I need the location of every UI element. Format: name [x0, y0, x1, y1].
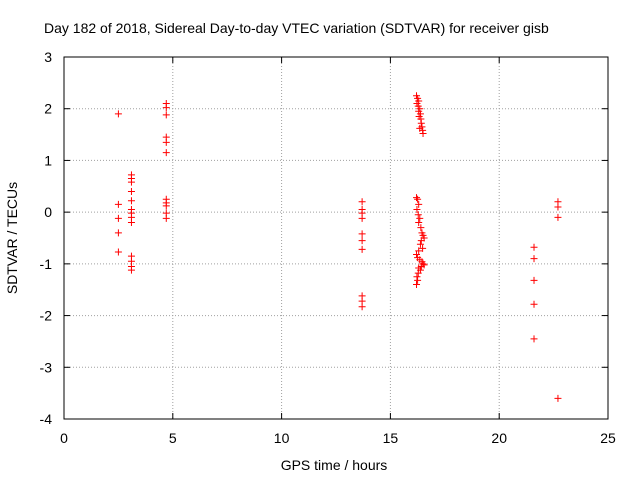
x-tick-label: 10 — [274, 430, 290, 446]
data-point — [114, 248, 122, 256]
x-tick-label: 15 — [383, 430, 399, 446]
data-point — [114, 200, 122, 208]
data-point — [114, 110, 122, 118]
y-tick-label: 3 — [44, 49, 52, 65]
data-point — [414, 195, 422, 203]
data-point — [162, 111, 170, 119]
data-point — [414, 269, 422, 277]
data-point — [358, 214, 366, 222]
y-tick-label: 2 — [44, 101, 52, 117]
y-tick-label: -1 — [40, 256, 53, 272]
data-point — [358, 237, 366, 245]
data-point — [419, 244, 427, 252]
data-point — [127, 197, 135, 205]
data-point — [127, 187, 135, 195]
x-tick-label: 20 — [491, 430, 507, 446]
data-point — [358, 230, 366, 238]
data-point — [415, 247, 423, 255]
x-tick-label: 5 — [169, 430, 177, 446]
data-point — [554, 213, 562, 221]
y-tick-label: -4 — [40, 411, 53, 427]
data-point — [530, 276, 538, 284]
x-axis-label: GPS time / hours — [281, 457, 388, 473]
data-point — [127, 218, 135, 226]
data-point — [114, 229, 122, 237]
data-point — [413, 206, 421, 214]
data-point — [530, 243, 538, 251]
data-point — [358, 303, 366, 311]
data-point — [417, 119, 425, 127]
data-point — [413, 281, 421, 289]
data-point — [114, 214, 122, 222]
y-tick-label: 0 — [44, 204, 52, 220]
data-point — [162, 202, 170, 210]
data-point — [162, 214, 170, 222]
y-tick-label: -3 — [40, 359, 53, 375]
y-axis-ticks: 3 2 1 0 -1 -2 -3 -4 — [40, 49, 608, 427]
data-point — [415, 200, 423, 208]
data-point — [414, 276, 422, 284]
data-point — [127, 266, 135, 274]
data-point — [419, 130, 427, 138]
data-point — [416, 124, 424, 132]
chart-title: Day 182 of 2018, Sidereal Day-to-day VTE… — [44, 20, 549, 36]
data-point — [358, 198, 366, 206]
data-point — [416, 214, 424, 222]
data-points — [114, 92, 562, 402]
data-point — [416, 240, 424, 248]
x-tick-label: 0 — [60, 430, 68, 446]
data-point — [413, 251, 421, 259]
data-point — [554, 394, 562, 402]
data-point — [530, 300, 538, 308]
data-point — [554, 203, 562, 211]
data-point — [162, 138, 170, 146]
y-tick-label: 1 — [44, 152, 52, 168]
data-point — [530, 335, 538, 343]
data-point — [530, 255, 538, 263]
data-point — [415, 218, 423, 226]
data-point — [162, 104, 170, 112]
grid-lines — [64, 57, 608, 419]
data-point — [417, 237, 425, 245]
data-point — [413, 273, 421, 281]
data-point — [414, 211, 422, 219]
plot-frame — [63, 56, 609, 420]
data-point — [358, 245, 366, 253]
data-point — [162, 149, 170, 157]
data-point — [413, 194, 421, 202]
y-axis-label: SDTVAR / TECUs — [4, 182, 20, 294]
data-point — [417, 224, 425, 232]
x-axis-ticks: 0 5 10 15 20 25 — [60, 57, 616, 446]
x-tick-label: 25 — [600, 430, 616, 446]
data-point — [127, 178, 135, 186]
y-tick-label: -2 — [40, 308, 53, 324]
